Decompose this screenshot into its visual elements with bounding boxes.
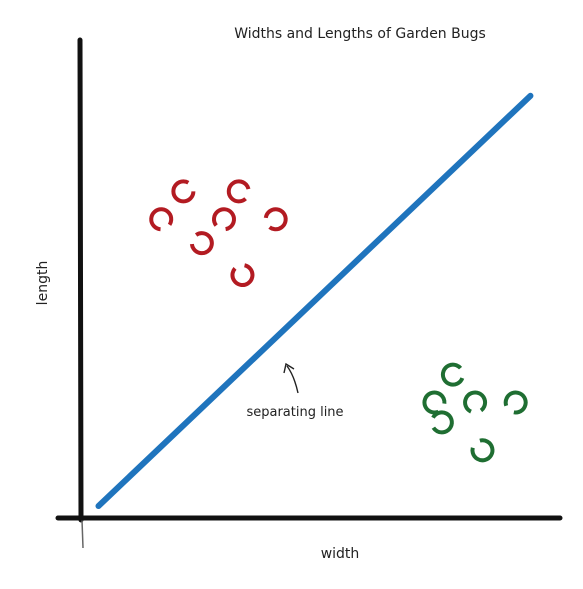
separating-line	[95, 92, 534, 510]
y-axis-label: length	[35, 261, 51, 306]
data-point-series-1-3	[149, 207, 174, 232]
annotation-arrow	[286, 365, 299, 394]
y-axis-overshoot	[81, 519, 84, 549]
annotation-arrowhead	[283, 362, 295, 374]
chart-title: Widths and Lengths of Garden Bugs	[234, 26, 486, 42]
data-point-series-1-4	[212, 207, 236, 232]
data-point-series-2-5	[429, 410, 454, 435]
data-point-series-1-1	[171, 179, 196, 204]
data-point-series-1-7	[230, 263, 255, 288]
data-point-series-2-6	[470, 438, 495, 463]
data-point-series-2-1	[440, 362, 465, 387]
data-point-series-1-2	[226, 179, 251, 204]
y-axis	[77, 37, 84, 523]
annotation-separating-line: separating line	[246, 405, 343, 420]
x-axis-label: width	[321, 546, 360, 562]
chart-marks	[95, 92, 534, 510]
data-point-series-2-3	[463, 390, 488, 415]
data-point-series-1-6	[189, 231, 214, 256]
data-point-series-2-4	[503, 390, 528, 415]
data-point-series-1-5	[263, 207, 288, 232]
